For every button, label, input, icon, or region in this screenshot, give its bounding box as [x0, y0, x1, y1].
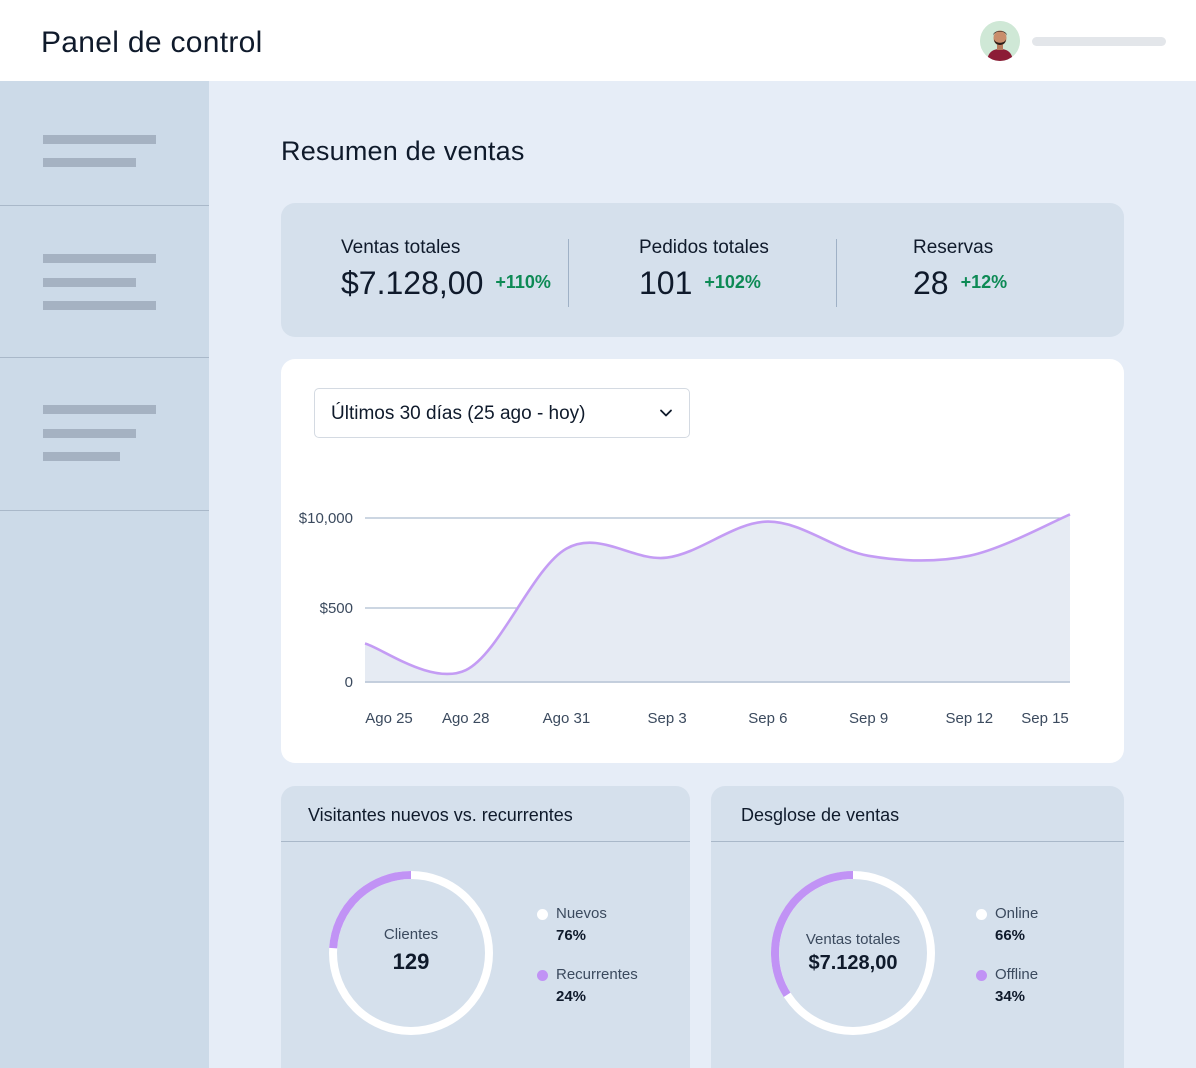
- placeholder-line: [43, 135, 156, 144]
- page-title: Panel de control: [41, 26, 263, 59]
- legend-percent: 34%: [995, 988, 1026, 1005]
- panel-title: Visitantes nuevos vs. recurrentes: [308, 805, 573, 825]
- sidebar-section-1[interactable]: [0, 81, 209, 206]
- legend-dot: [976, 970, 987, 981]
- panel-title: Desglose de ventas: [741, 805, 900, 825]
- visitors-panel: Visitantes nuevos vs. recurrentes Client…: [281, 786, 690, 1068]
- placeholder-line: [43, 254, 156, 263]
- user-avatar-icon: [980, 21, 1020, 61]
- legend-percent: 76%: [556, 927, 587, 944]
- kpi-label: Pedidos totales: [639, 237, 769, 258]
- placeholder-line: [43, 301, 156, 310]
- x-tick-label: Ago 25: [365, 710, 413, 727]
- donut-center-label: Ventas totales: [805, 931, 901, 948]
- date-range-dropdown[interactable]: Últimos 30 días (25 ago - hoy): [314, 388, 690, 438]
- x-tick-label: Ago 28: [442, 710, 490, 727]
- sales-donut-chart: [771, 871, 935, 1035]
- user-name-placeholder: [1032, 37, 1166, 46]
- donut-center: Ventas totales $7.128,00: [773, 931, 933, 975]
- placeholder-line: [43, 278, 136, 287]
- sales-line-chart: $10,000 $500 0 Ago 25 Ago 28 Ago 31 Sep 3 Sep 6…: [299, 510, 1071, 727]
- kpi-delta: +12%: [960, 272, 1008, 292]
- divider: [568, 239, 569, 307]
- chevron-down-icon: [660, 409, 672, 417]
- x-tick-label: Sep 3: [648, 710, 687, 727]
- legend-dot: [537, 970, 548, 981]
- placeholder-line: [43, 405, 156, 414]
- sidebar-section-2[interactable]: [0, 206, 209, 358]
- donut-segment: [771, 871, 854, 997]
- date-range-value: Últimos 30 días (25 ago - hoy): [331, 403, 586, 424]
- sidebar: [0, 81, 209, 1068]
- placeholder-line: [43, 158, 136, 167]
- section-title: Resumen de ventas: [281, 136, 525, 166]
- placeholder-line: [43, 452, 120, 461]
- kpi-delta: +110%: [495, 272, 551, 292]
- donut-center-value: $7.128,00: [808, 952, 898, 974]
- sales-chart-card: $10,000 $500 0 Ago 25 Ago 28 Ago 31 Sep 3 Sep 6…: [281, 359, 1124, 763]
- donut-center: Clientes 129: [331, 926, 491, 975]
- y-tick-label: $10,000: [299, 510, 353, 527]
- legend-name: Online: [995, 905, 1039, 922]
- legend-dot: [537, 909, 548, 920]
- avatar[interactable]: [980, 21, 1020, 61]
- kpi-total-sales: Ventas totales $7.128,00 +110%: [341, 237, 551, 302]
- y-tick-label: $500: [320, 600, 353, 617]
- x-tick-label: Sep 12: [946, 710, 994, 727]
- kpi-summary-card: Ventas totales $7.128,00 +110% Pedidos to…: [281, 203, 1124, 337]
- x-tick-label: Ago 31: [543, 710, 591, 727]
- legend-dot: [976, 909, 987, 920]
- kpi-label: Ventas totales: [341, 237, 461, 258]
- kpi-label: Reservas: [913, 237, 994, 258]
- x-tick-label: Sep 15: [1021, 710, 1069, 727]
- x-tick-label: Sep 9: [849, 710, 888, 727]
- panel-header: Visitantes nuevos vs. recurrentes: [281, 786, 690, 842]
- series-line: [364, 513, 1071, 676]
- y-tick-label: 0: [345, 674, 353, 691]
- divider: [836, 239, 837, 307]
- legend-name: Nuevos: [556, 905, 607, 922]
- sidebar-section-3[interactable]: [0, 358, 209, 511]
- kpi-total-orders: Pedidos totales 101 +102%: [639, 237, 769, 302]
- donut-center-value: 129: [392, 949, 430, 974]
- kpi-value: 28: [913, 265, 949, 301]
- donut-center-label: Clientes: [383, 926, 439, 943]
- kpi-value: $7.128,00: [341, 265, 484, 301]
- kpi-delta: +102%: [704, 272, 761, 292]
- legend-percent: 66%: [995, 927, 1026, 944]
- sales-breakdown-panel: Desglose de ventas Ventas totales $7.128…: [711, 786, 1124, 1068]
- donut-segment: [329, 871, 412, 949]
- top-bar: Panel de control: [0, 0, 1196, 81]
- legend-name: Offline: [995, 966, 1039, 983]
- visitors-donut-chart: [329, 871, 493, 1035]
- placeholder-line: [43, 429, 136, 438]
- kpi-bookings: Reservas 28 +12%: [913, 237, 1007, 302]
- panel-header: Desglose de ventas: [711, 786, 1124, 842]
- area-fill: [365, 514, 1070, 682]
- legend-percent: 24%: [556, 988, 587, 1005]
- legend-name: Recurrentes: [556, 966, 638, 983]
- kpi-value: 101: [639, 265, 693, 301]
- x-tick-label: Sep 6: [748, 710, 787, 727]
